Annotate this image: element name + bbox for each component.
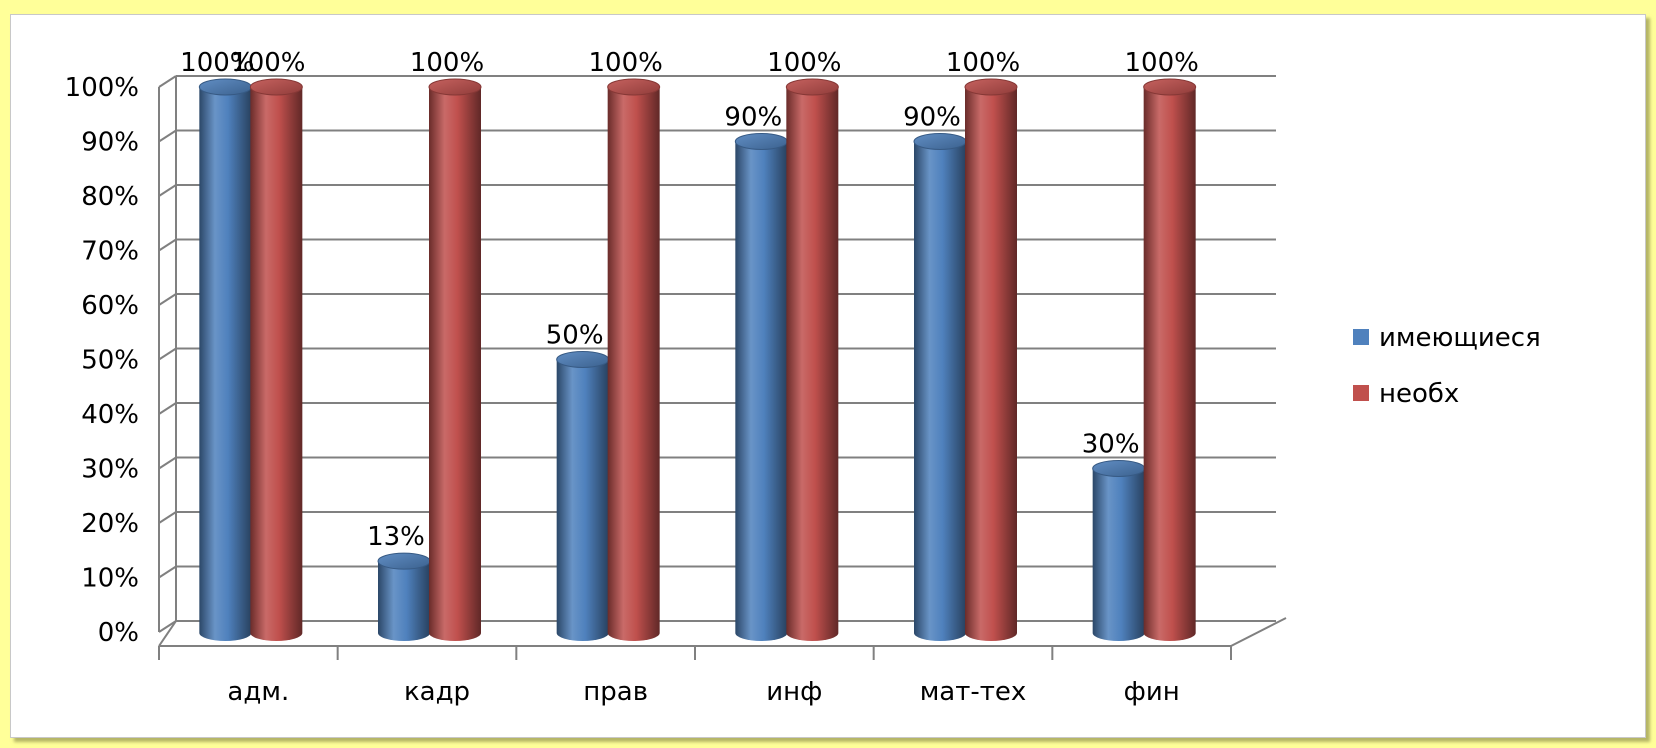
y-tick-label: 40%: [81, 400, 139, 430]
gridline-side: [158, 620, 177, 633]
bar-body: [1143, 87, 1196, 641]
legend: имеющиеся необх: [1353, 323, 1541, 409]
x-category-label: мат-тех: [920, 677, 1027, 707]
legend-label: необх: [1379, 379, 1459, 409]
floor-left: [158, 620, 177, 647]
bar-imeyushchiesya: [556, 351, 610, 641]
bar-body: [429, 87, 481, 641]
bar-top: [377, 552, 431, 570]
bar-imeyushchiesya: [1092, 460, 1146, 641]
data-label: 100%: [180, 48, 254, 78]
bar-neobkh: [785, 78, 839, 641]
gridline-side: [158, 347, 177, 361]
data-labels: 100%100%13%100%50%100%90%100%90%100%30%1…: [180, 48, 1199, 552]
bar-body: [607, 87, 660, 641]
bar-top: [556, 351, 610, 368]
bar-body: [965, 87, 1017, 641]
x-axis-side: [1230, 617, 1287, 647]
bars: [198, 78, 1197, 641]
gridline-side: [158, 129, 177, 143]
gridline-side: [158, 402, 177, 415]
bar-top: [964, 78, 1018, 96]
chart-frame: 0% 10% 20% 30% 40% 50% 60% 70% 80% 90% 100% адм. ка…: [10, 14, 1646, 738]
y-tick-label: 100%: [65, 73, 139, 103]
data-label: 13%: [367, 522, 425, 552]
x-category-label: прав: [583, 677, 648, 707]
axes: [158, 76, 1287, 660]
bar-top: [249, 78, 303, 96]
data-label: 30%: [1082, 430, 1140, 460]
data-label: 100%: [231, 48, 305, 78]
bar-top: [785, 78, 839, 96]
legend-swatch: [1353, 385, 1369, 401]
bar-neobkh: [964, 78, 1018, 641]
bar-body: [199, 87, 252, 641]
gridline-side: [158, 511, 177, 524]
bar-imeyushchiesya: [734, 133, 788, 641]
y-tick-label: 0%: [98, 618, 139, 648]
gridline-side: [158, 456, 177, 470]
bar-body: [786, 87, 839, 641]
y-tick-label: 20%: [81, 509, 139, 539]
legend-swatch: [1353, 329, 1369, 345]
bar-imeyushchiesya: [198, 78, 252, 641]
y-tick-label: 80%: [81, 182, 139, 212]
data-label: 100%: [588, 48, 662, 78]
bar-body: [735, 141, 788, 641]
bar-top: [1143, 78, 1197, 96]
bar-neobkh: [607, 78, 661, 641]
x-category-label: инф: [766, 677, 822, 707]
bar-top: [198, 78, 252, 96]
y-tick-label: 30%: [81, 455, 139, 485]
bar-imeyushchiesya: [913, 133, 967, 641]
data-label: 90%: [724, 103, 782, 133]
data-label: 100%: [767, 48, 841, 78]
bar-body: [250, 87, 303, 641]
gridlines: [158, 75, 1276, 633]
data-label: 100%: [1124, 48, 1198, 78]
gridline-side: [158, 75, 177, 88]
gridline-side: [158, 293, 177, 306]
bar-body: [1092, 468, 1145, 641]
bar-body: [556, 359, 609, 641]
data-label: 100%: [946, 48, 1020, 78]
bar-neobkh: [1143, 78, 1197, 641]
bar-chart: 0% 10% 20% 30% 40% 50% 60% 70% 80% 90% 100% адм. ка…: [65, 48, 1541, 707]
bar-top: [428, 78, 482, 96]
gridline-side: [158, 184, 177, 197]
bar-top: [1092, 460, 1146, 477]
bar-imeyushchiesya: [377, 552, 431, 641]
data-label: 50%: [546, 321, 604, 351]
y-tick-label: 70%: [81, 237, 139, 267]
data-label: 90%: [903, 103, 961, 133]
bar-neobkh: [428, 78, 482, 641]
bar-top: [913, 133, 967, 150]
x-category-label: адм.: [227, 677, 289, 707]
x-category-labels: адм. кадр прав инф мат-тех фин: [227, 677, 1179, 707]
legend-label: имеющиеся: [1379, 323, 1541, 353]
y-tick-labels: 0% 10% 20% 30% 40% 50% 60% 70% 80% 90% 100%: [65, 73, 139, 648]
y-tick-label: 90%: [81, 128, 139, 158]
x-category-label: кадр: [404, 677, 470, 707]
y-tick-label: 50%: [81, 346, 139, 376]
data-label: 100%: [410, 48, 484, 78]
y-tick-label: 60%: [81, 291, 139, 321]
bar-neobkh: [249, 78, 303, 641]
bar-top: [734, 133, 788, 150]
x-category-label: фин: [1124, 677, 1180, 707]
bar-top: [607, 78, 661, 96]
gridline-side: [158, 238, 177, 252]
gridline-side: [158, 565, 177, 579]
y-tick-label: 10%: [81, 564, 139, 594]
bar-body: [914, 141, 966, 641]
bar-body: [378, 561, 430, 641]
